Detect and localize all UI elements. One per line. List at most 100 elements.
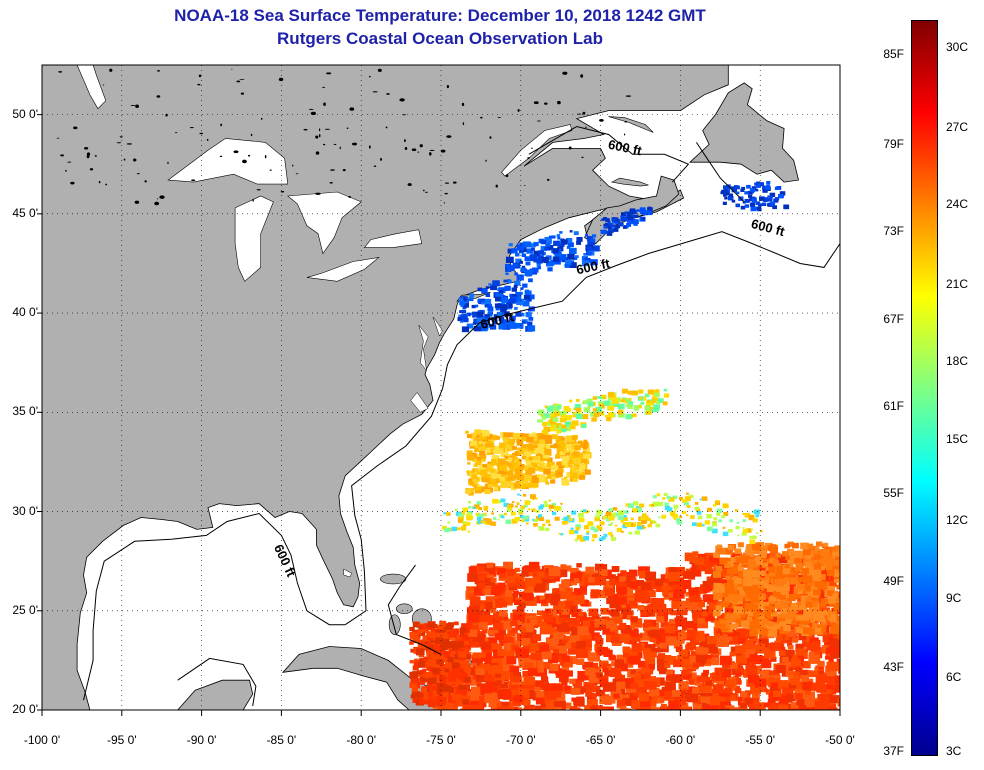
- small-lake: [452, 181, 457, 184]
- colorbar-celsius-label: 30C: [946, 40, 969, 54]
- small-lake: [315, 135, 319, 139]
- small-lake: [485, 159, 487, 162]
- pamlico-sound: [410, 392, 429, 413]
- bahamas-island-1: [396, 603, 413, 615]
- colorbar-celsius-label: 21C: [946, 277, 969, 291]
- small-lake: [402, 114, 406, 116]
- sst-gulfstream-ne: [537, 388, 670, 435]
- chesapeake-bay: [418, 324, 429, 372]
- small-lake: [373, 165, 377, 167]
- small-lake: [98, 180, 101, 184]
- small-lake: [191, 179, 196, 182]
- small-lake: [417, 151, 420, 153]
- small-lake: [404, 139, 406, 143]
- small-lake: [333, 143, 337, 146]
- sst-layer: [409, 181, 840, 710]
- small-lake: [342, 168, 346, 172]
- small-lake: [236, 80, 241, 83]
- small-lake: [407, 183, 412, 186]
- small-lake: [411, 148, 417, 152]
- small-lake: [73, 126, 78, 130]
- small-lake: [443, 202, 446, 204]
- colorbar-celsius-label: 27C: [946, 120, 969, 134]
- small-lake: [154, 201, 160, 206]
- prince-edward-island: [610, 177, 649, 187]
- colorbar-fahrenheit-label: 85F: [883, 47, 904, 61]
- small-lake: [523, 185, 526, 186]
- small-lake: [136, 173, 140, 175]
- small-lake: [446, 135, 452, 138]
- bahamas-island-3: [388, 614, 401, 635]
- colorbar-fahrenheit-label: 79F: [883, 137, 904, 151]
- colorbar-fahrenheit-label: 67F: [883, 312, 904, 326]
- small-lake: [385, 126, 388, 129]
- longitude-label: -55 0': [745, 733, 776, 747]
- small-lake: [231, 68, 233, 70]
- small-lake: [461, 102, 465, 107]
- small-lake: [480, 116, 483, 119]
- small-lake: [60, 154, 64, 157]
- small-lake: [197, 83, 201, 86]
- newfoundland: [688, 82, 799, 183]
- small-lake: [577, 113, 582, 115]
- longitude-label: -70 0': [505, 733, 536, 747]
- small-lake: [167, 161, 169, 165]
- map-title: NOAA-18 Sea Surface Temperature: Decembe…: [174, 6, 706, 25]
- small-lake: [533, 101, 539, 105]
- small-lake: [174, 132, 178, 134]
- small-lake: [557, 100, 561, 105]
- small-lake: [315, 192, 321, 195]
- map-frame: [41, 64, 841, 711]
- small-lake: [102, 84, 105, 86]
- longitude-label: -80 0': [346, 733, 377, 747]
- small-lake: [419, 144, 423, 148]
- small-lake: [242, 159, 247, 164]
- lake-erie: [306, 257, 380, 282]
- contour-shelf-east: [344, 231, 840, 626]
- small-lake: [156, 95, 161, 98]
- contour-yucatan: [177, 657, 257, 707]
- hispaniola: [450, 709, 547, 710]
- contour-gulf-of-mexico: [83, 512, 346, 701]
- small-lake: [546, 178, 550, 181]
- lake-michigan: [234, 195, 274, 282]
- small-lake: [134, 200, 140, 204]
- latitude-label: 50 0': [12, 106, 38, 121]
- small-lake: [348, 195, 351, 198]
- latitude-label: 45 0': [12, 205, 38, 220]
- small-lake: [423, 189, 425, 192]
- yucatan-peninsula: [177, 679, 254, 710]
- small-lake: [505, 174, 509, 178]
- small-lake: [495, 184, 498, 188]
- small-lake: [585, 126, 587, 128]
- small-lake: [330, 169, 335, 171]
- small-lake: [159, 195, 165, 199]
- lake-winnipeg: [76, 65, 107, 110]
- small-lake: [189, 127, 194, 129]
- longitude-label: -100 0': [23, 733, 61, 747]
- small-lake: [105, 183, 108, 186]
- small-lake: [198, 74, 202, 78]
- small-lake: [462, 122, 465, 126]
- sst-warm-east: [712, 541, 840, 638]
- small-lake: [240, 92, 245, 95]
- colorbar-celsius-label: 15C: [946, 432, 969, 446]
- small-lake: [308, 108, 314, 110]
- small-lake: [264, 154, 267, 159]
- small-lake: [130, 105, 136, 107]
- small-lake: [424, 191, 428, 193]
- contour-laurentian-channel: [695, 142, 745, 203]
- small-lake: [369, 75, 371, 78]
- colorbar-celsius-label: 9C: [946, 591, 962, 605]
- lake-ontario: [363, 229, 423, 248]
- small-lake: [544, 102, 548, 105]
- small-lake: [144, 180, 147, 183]
- small-lake: [156, 198, 159, 200]
- small-lake: [531, 147, 533, 150]
- small-lake: [65, 169, 67, 172]
- contour-layer: [83, 125, 840, 707]
- latitude-label: 30 0': [12, 503, 38, 518]
- north-america-landmass: [42, 65, 729, 710]
- longitude-label: -85 0': [266, 733, 297, 747]
